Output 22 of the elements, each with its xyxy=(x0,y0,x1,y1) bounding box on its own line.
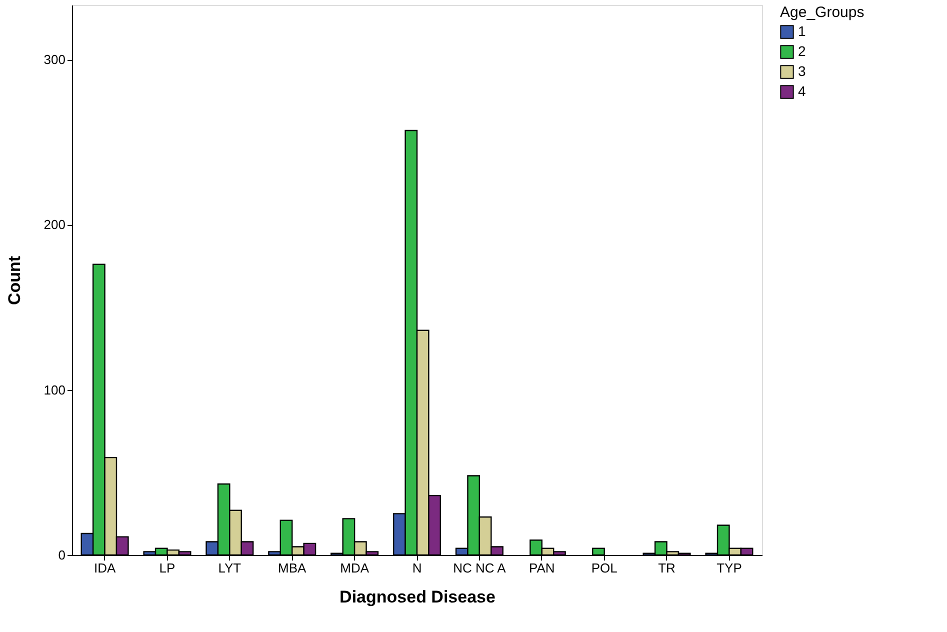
x-tick-label: POL xyxy=(591,560,618,576)
x-tick-label: LYT xyxy=(218,560,242,576)
y-tick-label: 300 xyxy=(44,52,66,68)
legend-label: 4 xyxy=(798,83,806,99)
x-tick-label: IDA xyxy=(94,560,116,576)
y-tick-label: 0 xyxy=(58,548,66,562)
x-tick-label: MBA xyxy=(278,560,307,576)
legend-label: 1 xyxy=(798,23,806,39)
x-axis-title: Diagnosed Disease xyxy=(340,588,496,606)
x-tick-label: PAN xyxy=(529,560,555,576)
x-tick-label: MDA xyxy=(340,560,370,576)
legend-label: 2 xyxy=(798,43,806,59)
x-tick-label: TYP xyxy=(716,560,742,576)
legend-title: Age_Groups xyxy=(780,4,864,21)
y-tick-label: 100 xyxy=(44,382,66,398)
y-axis-title: Count xyxy=(4,256,24,306)
x-tick-label: TR xyxy=(658,560,676,576)
legend-label: 3 xyxy=(798,63,806,79)
x-tick-label: N xyxy=(412,560,422,576)
x-tick-label: NC NC A xyxy=(453,560,506,576)
x-tick-label: LP xyxy=(159,560,176,576)
y-tick-label: 200 xyxy=(44,217,66,232)
